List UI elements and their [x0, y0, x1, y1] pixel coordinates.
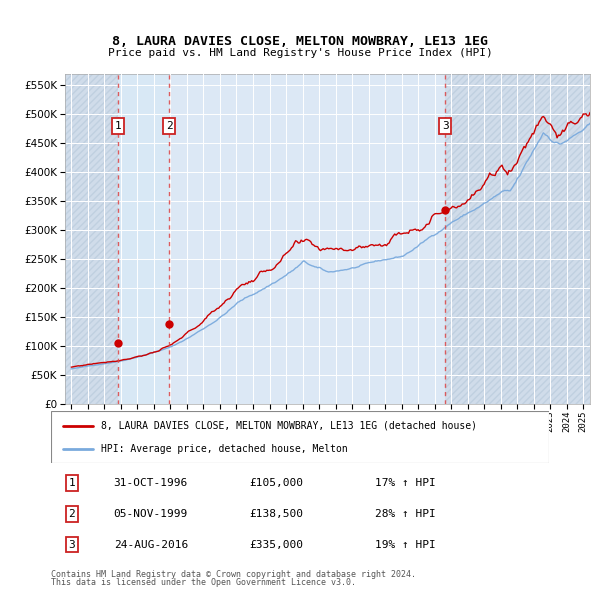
- Text: This data is licensed under the Open Government Licence v3.0.: This data is licensed under the Open Gov…: [51, 578, 356, 587]
- Bar: [445, 74, 590, 404]
- Text: 1: 1: [68, 478, 75, 488]
- Text: £105,000: £105,000: [250, 478, 304, 488]
- Text: 3: 3: [442, 121, 449, 131]
- Bar: [65, 74, 118, 404]
- Text: 3: 3: [68, 540, 75, 550]
- Text: 28% ↑ HPI: 28% ↑ HPI: [374, 509, 436, 519]
- Text: 2: 2: [166, 121, 173, 131]
- Text: 2: 2: [68, 509, 75, 519]
- Text: 17% ↑ HPI: 17% ↑ HPI: [374, 478, 436, 488]
- Text: 31-OCT-1996: 31-OCT-1996: [113, 478, 188, 488]
- Text: Contains HM Land Registry data © Crown copyright and database right 2024.: Contains HM Land Registry data © Crown c…: [51, 570, 416, 579]
- FancyBboxPatch shape: [51, 411, 549, 463]
- Text: 05-NOV-1999: 05-NOV-1999: [113, 509, 188, 519]
- Text: HPI: Average price, detached house, Melton: HPI: Average price, detached house, Melt…: [101, 444, 347, 454]
- Text: Price paid vs. HM Land Registry's House Price Index (HPI): Price paid vs. HM Land Registry's House …: [107, 48, 493, 58]
- Text: 1: 1: [115, 121, 122, 131]
- Text: 19% ↑ HPI: 19% ↑ HPI: [374, 540, 436, 550]
- Bar: [445, 74, 590, 404]
- Text: £138,500: £138,500: [250, 509, 304, 519]
- Text: 8, LAURA DAVIES CLOSE, MELTON MOWBRAY, LE13 1EG: 8, LAURA DAVIES CLOSE, MELTON MOWBRAY, L…: [112, 35, 488, 48]
- Bar: [65, 74, 118, 404]
- Bar: [118, 74, 169, 404]
- Text: 24-AUG-2016: 24-AUG-2016: [113, 540, 188, 550]
- Text: 8, LAURA DAVIES CLOSE, MELTON MOWBRAY, LE13 1EG (detached house): 8, LAURA DAVIES CLOSE, MELTON MOWBRAY, L…: [101, 421, 477, 431]
- Text: £335,000: £335,000: [250, 540, 304, 550]
